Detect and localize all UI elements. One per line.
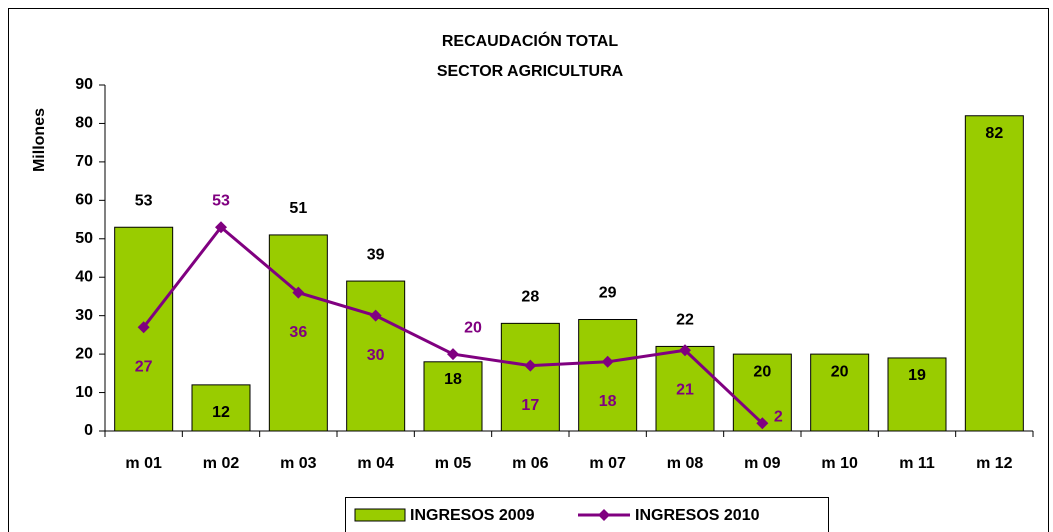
line-value-label: 30 (367, 347, 385, 364)
line-marker (137, 321, 150, 334)
line-value-label: 18 (599, 393, 617, 410)
x-tick-label: m 04 (357, 455, 394, 472)
bar (423, 361, 483, 432)
chart-title: RECAUDACIÓN TOTAL (442, 31, 619, 50)
y-tick-label: 70 (75, 153, 93, 170)
bar-value-label: 53 (135, 192, 153, 209)
bar (887, 357, 947, 432)
line-value-label: 53 (212, 192, 230, 209)
bar-value-label: 19 (908, 367, 926, 384)
line-marker (292, 286, 305, 299)
bar-value-label: 51 (289, 200, 307, 217)
bar-value-label: 22 (676, 312, 694, 329)
x-tick-label: m 06 (512, 455, 549, 472)
y-tick-label: 10 (75, 384, 93, 401)
legend-label: INGRESOS 2009 (410, 507, 535, 524)
line-value-label: 36 (289, 324, 307, 341)
y-tick-label: 30 (75, 307, 93, 324)
y-tick-label: 40 (75, 268, 93, 285)
line-value-label: 20 (464, 319, 482, 336)
line-value-label: 17 (521, 397, 539, 414)
bar-value-label: 82 (985, 125, 1003, 142)
bar (268, 234, 328, 432)
y-tick-label: 80 (75, 115, 93, 132)
line-marker (215, 221, 227, 234)
y-axis-label: Millones (31, 108, 48, 172)
legend-label: INGRESOS 2010 (635, 507, 760, 524)
y-tick-label: 0 (84, 422, 93, 439)
bar-value-label: 20 (831, 363, 849, 380)
x-tick-label: m 03 (280, 455, 317, 472)
legend-swatch (354, 508, 406, 522)
chart-border (8, 8, 1049, 532)
bar (810, 353, 870, 432)
x-tick-label: m 05 (435, 455, 472, 472)
y-tick-label: 50 (75, 230, 93, 247)
line-value-label: 2 (774, 409, 783, 426)
x-tick-label: m 08 (667, 455, 704, 472)
legend-marker (598, 509, 610, 521)
bar (346, 280, 406, 432)
line-value-label: 21 (676, 381, 694, 398)
x-tick-label: m 01 (125, 455, 162, 472)
x-tick-label: m 07 (589, 455, 626, 472)
x-tick-label: m 10 (821, 455, 858, 472)
bar (964, 115, 1024, 432)
y-tick-label: 20 (75, 345, 93, 362)
x-tick-label: m 09 (744, 455, 781, 472)
line-marker (369, 309, 382, 322)
bar (578, 319, 638, 432)
bar (500, 322, 560, 432)
chart-subtitle: SECTOR AGRICULTURA (437, 63, 624, 80)
x-tick-label: m 02 (203, 455, 240, 472)
bar-value-label: 29 (599, 285, 617, 302)
line-marker (756, 417, 769, 430)
bar-value-label: 18 (444, 371, 462, 388)
line-marker (601, 355, 614, 368)
line-value-label: 27 (135, 358, 153, 375)
bar (655, 345, 715, 432)
line-marker (447, 348, 459, 361)
line-marker (679, 344, 691, 357)
bar-value-label: 20 (753, 363, 771, 380)
x-tick-label: m 11 (899, 455, 935, 472)
y-tick-label: 90 (75, 76, 93, 93)
line-marker (524, 359, 537, 372)
bar-value-label: 28 (521, 289, 539, 306)
bar-value-label: 39 (367, 246, 385, 263)
x-tick-label: m 12 (976, 455, 1013, 472)
y-tick-label: 60 (75, 192, 93, 209)
bar (191, 384, 251, 432)
bar-value-label: 12 (212, 404, 230, 421)
